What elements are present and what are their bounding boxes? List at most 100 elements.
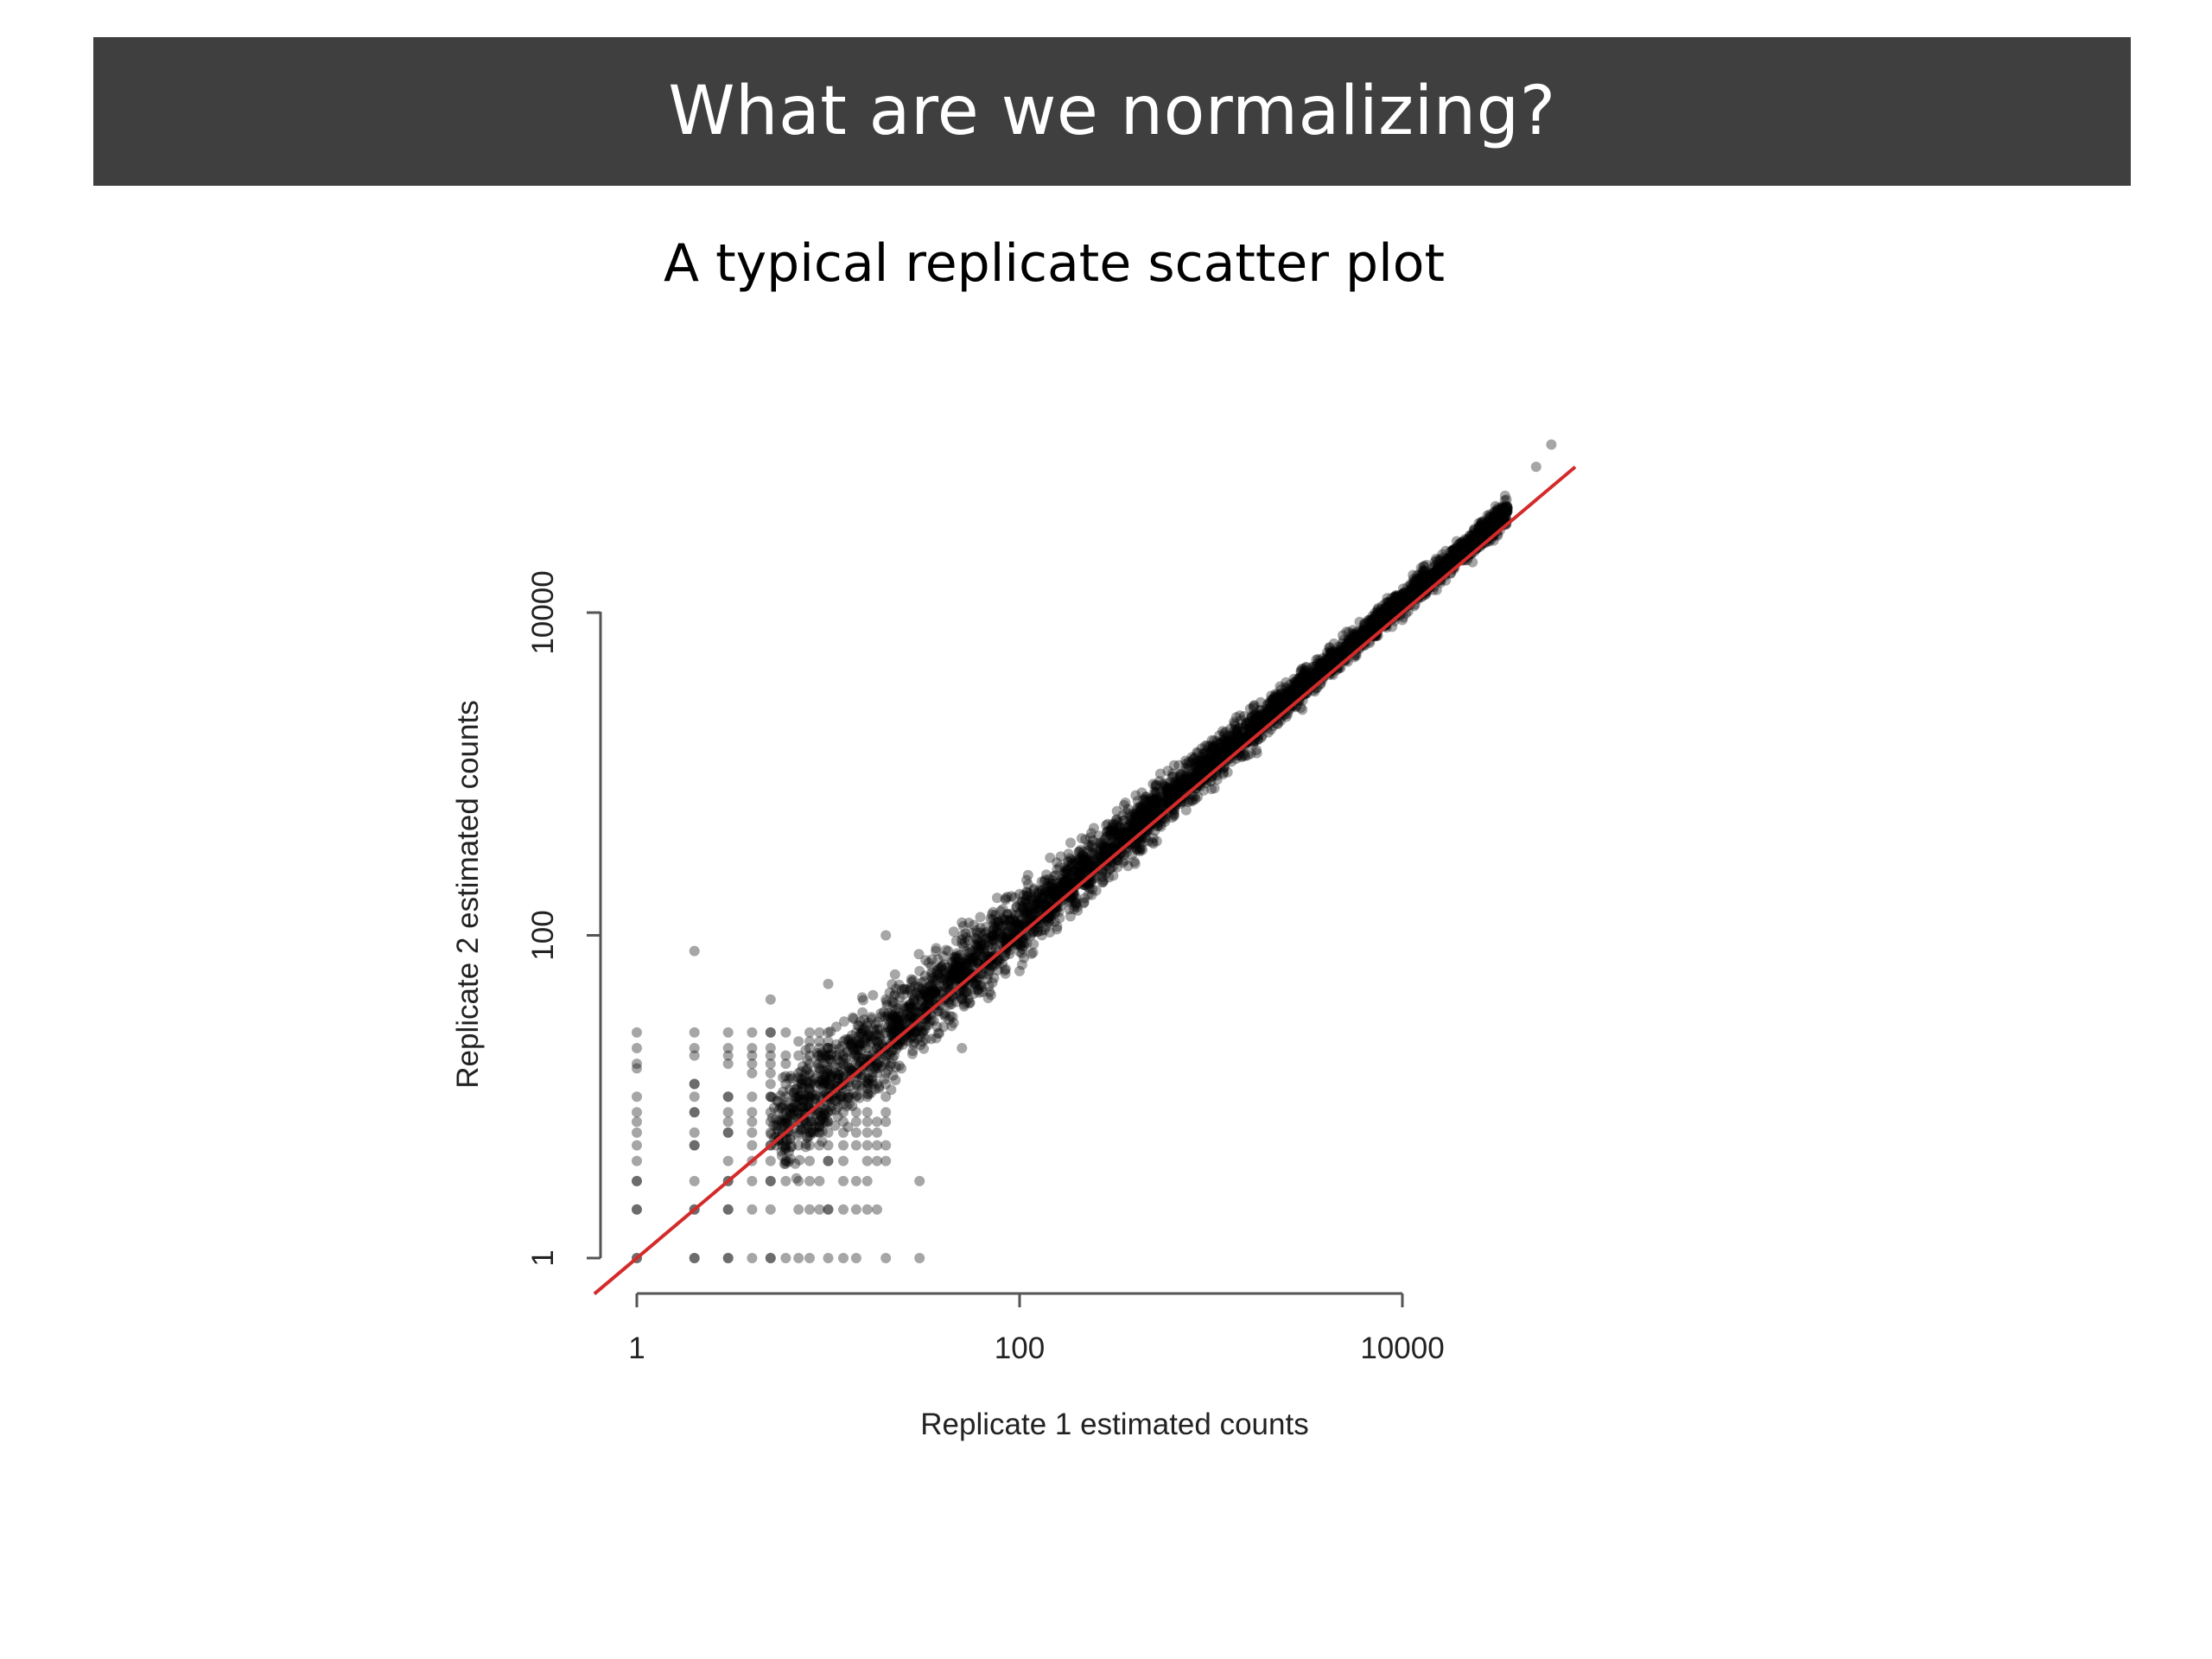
data-point <box>1487 524 1498 535</box>
x-tick-label: 10000 <box>1360 1332 1444 1365</box>
data-point <box>1059 868 1071 879</box>
data-point <box>1478 531 1490 543</box>
data-point <box>1530 461 1541 473</box>
data-point <box>1350 630 1361 640</box>
data-point <box>1046 874 1058 886</box>
data-point <box>1359 619 1370 629</box>
data-point <box>765 1068 776 1078</box>
data-point <box>1348 639 1359 651</box>
data-point <box>862 1083 873 1094</box>
data-point <box>1255 696 1266 708</box>
data-point <box>722 1253 734 1263</box>
data-point <box>973 984 984 995</box>
data-point <box>1014 965 1025 976</box>
data-point <box>1000 965 1010 976</box>
data-point <box>765 1027 776 1038</box>
data-point <box>969 952 980 963</box>
data-point <box>632 1140 642 1151</box>
data-point <box>689 1175 700 1186</box>
data-point <box>1186 796 1198 807</box>
data-point <box>1411 585 1422 596</box>
data-point <box>780 1116 791 1128</box>
data-point <box>938 950 949 962</box>
data-point <box>1464 537 1475 549</box>
data-point <box>1477 519 1488 531</box>
y-tick-label: 1 <box>526 1249 560 1266</box>
data-point <box>1105 825 1116 836</box>
data-point <box>1087 847 1098 858</box>
data-point <box>830 1120 841 1131</box>
data-point <box>1477 526 1488 537</box>
data-point <box>689 1140 700 1151</box>
data-point <box>793 1175 804 1186</box>
data-point <box>819 1108 830 1119</box>
data-point <box>747 1175 758 1186</box>
data-point <box>722 1127 734 1138</box>
data-point <box>1488 515 1498 526</box>
data-point <box>1145 812 1156 823</box>
data-point <box>1340 645 1351 657</box>
data-point <box>1149 799 1160 810</box>
data-point <box>1440 545 1452 556</box>
data-point <box>785 1105 796 1116</box>
data-point <box>840 1034 851 1045</box>
data-point <box>838 1140 849 1151</box>
data-point <box>862 1088 873 1099</box>
data-point <box>1245 723 1256 734</box>
data-point <box>926 954 938 965</box>
data-point <box>889 969 900 980</box>
data-point <box>906 1011 917 1022</box>
data-point <box>1014 939 1026 950</box>
data-point <box>1461 538 1472 550</box>
data-point <box>1258 711 1269 722</box>
data-point <box>1459 541 1471 552</box>
data-point <box>1045 852 1056 863</box>
title-bar: What are we normalizing? <box>93 37 2131 186</box>
data-point <box>1373 607 1384 619</box>
data-point <box>1160 785 1171 795</box>
data-point <box>861 1091 873 1103</box>
data-point <box>1265 702 1276 714</box>
data-point <box>880 1068 892 1078</box>
data-point <box>1047 886 1058 897</box>
data-point <box>722 1058 734 1070</box>
data-point <box>804 1058 815 1070</box>
data-point <box>838 1058 849 1070</box>
data-point <box>1237 724 1249 734</box>
data-point <box>1495 512 1505 523</box>
data-point <box>769 1103 779 1113</box>
data-point <box>932 967 944 978</box>
data-point <box>861 1204 873 1215</box>
data-point <box>1147 793 1159 804</box>
data-point <box>765 1155 776 1166</box>
data-point <box>1208 757 1218 768</box>
data-point <box>804 1091 815 1103</box>
data-point <box>1043 912 1054 924</box>
data-point <box>872 1127 882 1138</box>
data-point <box>1292 682 1303 693</box>
data-point <box>817 1136 828 1147</box>
data-point <box>1361 626 1372 638</box>
data-point <box>1251 747 1262 759</box>
data-point <box>997 904 1008 915</box>
data-point <box>898 1000 909 1011</box>
data-point <box>1419 565 1430 576</box>
data-point <box>1115 834 1126 845</box>
data-point <box>1226 730 1237 741</box>
data-point <box>876 1061 887 1072</box>
data-point <box>632 1175 642 1186</box>
data-point <box>814 1068 825 1078</box>
data-point <box>1328 638 1339 649</box>
data-point <box>1101 820 1112 831</box>
data-point <box>1269 703 1281 715</box>
data-point <box>1078 898 1090 909</box>
data-point <box>931 969 943 980</box>
data-point <box>1402 582 1414 593</box>
data-point <box>1155 791 1166 803</box>
data-point <box>1300 677 1312 689</box>
x-axis-ticks: 1 100 10000 <box>628 1294 1445 1365</box>
data-point <box>1210 741 1221 752</box>
data-point <box>793 1140 804 1151</box>
data-point <box>1297 671 1308 683</box>
data-point <box>893 1040 905 1052</box>
